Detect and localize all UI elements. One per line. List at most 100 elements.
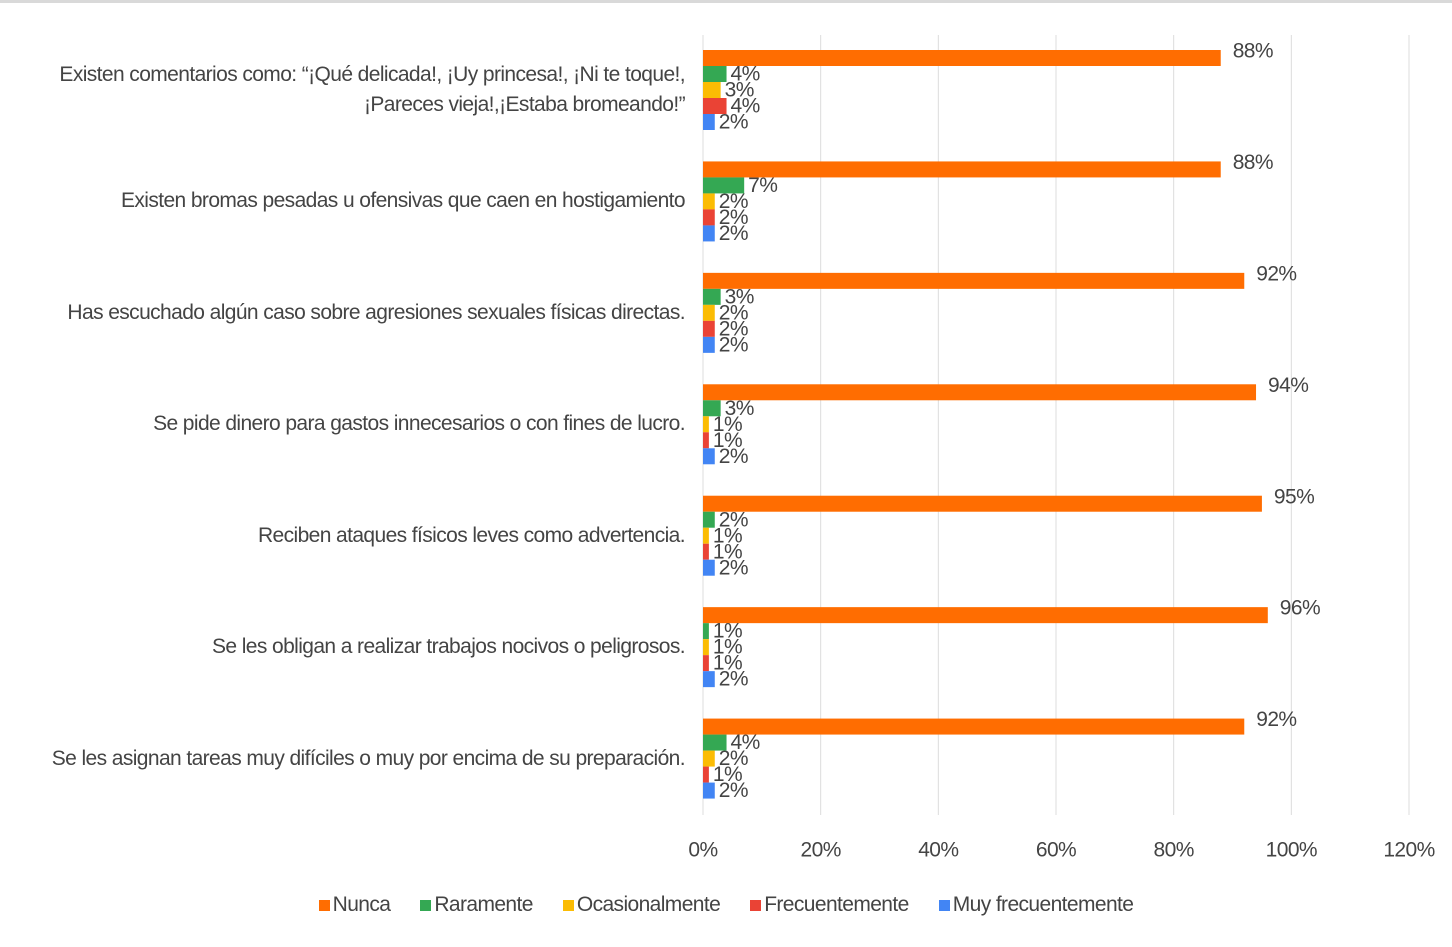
legend: Nunca Raramente Ocasionalmente Frecuentemen… <box>0 893 1452 917</box>
value-label: 7% <box>748 174 777 197</box>
bar <box>703 336 715 353</box>
bar <box>703 623 709 640</box>
legend-swatch <box>562 899 574 911</box>
value-label: 1% <box>713 524 742 547</box>
value-label: 2% <box>719 779 748 802</box>
bar <box>703 511 715 528</box>
bar <box>703 177 745 194</box>
value-label: 2% <box>719 747 748 770</box>
value-label: 2% <box>719 668 748 691</box>
bar <box>703 559 715 576</box>
bar <box>703 288 721 305</box>
x-tick-label: 60% <box>1036 839 1076 862</box>
bar <box>703 782 715 799</box>
value-label: 2% <box>719 190 748 213</box>
value-label: 2% <box>719 301 748 324</box>
bar <box>703 193 715 210</box>
bar <box>703 50 1221 66</box>
bar <box>703 416 709 433</box>
value-label: 3% <box>725 285 754 308</box>
legend-swatch <box>750 899 762 911</box>
bar <box>703 671 715 688</box>
value-label: 1% <box>713 636 742 659</box>
value-label: 88% <box>1233 40 1273 63</box>
bar <box>703 607 1268 624</box>
x-tick-label: 40% <box>918 839 958 862</box>
legend-label: Frecuentemente <box>764 893 909 916</box>
bar <box>703 384 1257 401</box>
value-label: 2% <box>719 206 748 229</box>
legend-label: Nunca <box>332 893 391 916</box>
value-label: 88% <box>1233 151 1273 174</box>
legend-item: Nunca <box>318 893 391 917</box>
bar <box>703 82 721 98</box>
legend-swatch <box>938 899 950 911</box>
bar <box>703 400 721 417</box>
legend-label: Muy frecuentemente <box>952 893 1134 916</box>
legend-label: Ocasionalmente <box>576 893 721 916</box>
bar <box>703 320 715 337</box>
category-label: Has escuchado algún caso sobre agresione… <box>67 300 685 324</box>
legend-swatch <box>420 899 432 911</box>
legend-item: Frecuentemente <box>750 893 909 917</box>
value-label: 4% <box>731 63 760 86</box>
bar <box>703 750 715 767</box>
value-label: 4% <box>731 95 760 118</box>
value-label: 2% <box>719 333 748 356</box>
value-label: 92% <box>1256 262 1296 285</box>
value-label: 1% <box>713 540 742 563</box>
value-label: 1% <box>713 763 742 786</box>
bar <box>703 66 727 82</box>
bar <box>703 432 709 449</box>
bar <box>703 98 727 114</box>
bar <box>703 527 709 544</box>
value-label: 94% <box>1268 374 1308 397</box>
value-label: 96% <box>1280 597 1320 620</box>
category-label: Existen comentarios como: “¡Qué delicada… <box>59 63 685 116</box>
bar <box>703 655 709 672</box>
bar <box>703 272 1245 289</box>
value-label: 92% <box>1256 708 1296 731</box>
value-label: 2% <box>719 556 748 579</box>
bar <box>703 766 709 783</box>
legend-item: Muy frecuentemente <box>938 893 1134 917</box>
x-tick-label: 0% <box>688 839 717 862</box>
top-rule <box>0 0 1452 3</box>
bar <box>703 161 1221 178</box>
value-label: 1% <box>713 413 742 436</box>
bar <box>703 209 715 226</box>
value-label: 3% <box>725 397 754 420</box>
category-label: Se les obligan a realizar trabajos nociv… <box>211 635 686 659</box>
category-label: Se les asignan tareas muy difíciles o mu… <box>51 746 686 770</box>
legend-swatch <box>318 899 330 911</box>
x-tick-label: 120% <box>1383 839 1434 862</box>
value-label: 95% <box>1274 485 1314 508</box>
category-label: Existen bromas pesadas u ofensivas que c… <box>120 189 686 213</box>
value-label: 2% <box>719 317 748 340</box>
value-label: 2% <box>719 508 748 531</box>
bar <box>703 495 1262 512</box>
value-label: 4% <box>731 731 760 754</box>
bar <box>703 304 715 321</box>
bar <box>703 543 709 560</box>
bar <box>703 448 715 465</box>
bar <box>703 734 727 751</box>
legend-label: Raramente <box>434 893 533 916</box>
value-label: 2% <box>719 445 748 468</box>
bar <box>703 718 1245 735</box>
legend-item: Raramente <box>420 893 533 917</box>
legend-item: Ocasionalmente <box>562 893 721 917</box>
x-tick-label: 80% <box>1154 839 1194 862</box>
category-label: Se pide dinero para gastos innecesarios … <box>153 412 686 436</box>
bar <box>703 639 709 656</box>
value-label: 1% <box>713 429 742 452</box>
value-label: 2% <box>719 111 748 134</box>
bar <box>703 225 715 242</box>
x-tick-label: 20% <box>801 839 841 862</box>
value-label: 1% <box>713 652 742 675</box>
value-label: 2% <box>719 222 748 245</box>
category-label: Reciben ataques físicos leves como adver… <box>257 523 686 547</box>
x-tick-label: 100% <box>1266 839 1317 862</box>
